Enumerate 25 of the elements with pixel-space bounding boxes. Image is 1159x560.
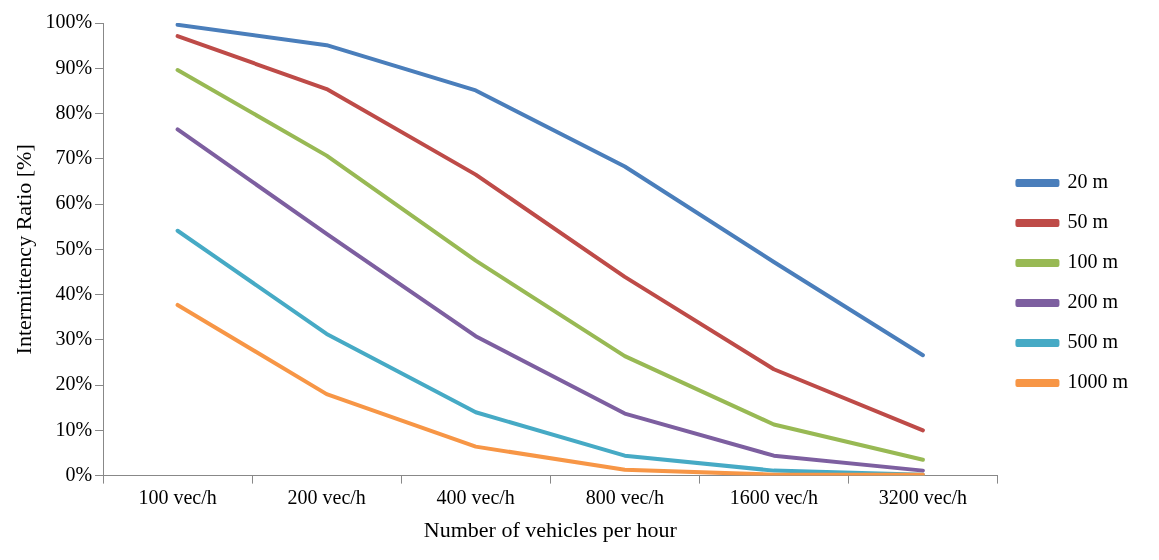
- y-axis-title: Intermittency Ratio [%]: [10, 144, 36, 355]
- x-tick-label: 800 vec/h: [585, 485, 664, 508]
- y-tick-label: 70%: [55, 146, 93, 169]
- x-tick-label: 100 vec/h: [138, 485, 217, 508]
- y-tick-label: 100%: [45, 10, 93, 33]
- y-tick-label: 80%: [55, 100, 93, 123]
- legend-label: 1000 m: [1067, 370, 1129, 393]
- x-tick-label: 200 vec/h: [287, 485, 366, 508]
- y-tick-label: 40%: [55, 281, 93, 304]
- x-tick-label: 1600 vec/h: [729, 485, 818, 508]
- y-tick-label: 90%: [55, 55, 93, 78]
- y-tick-label: 50%: [55, 236, 93, 259]
- y-tick-label: 30%: [55, 327, 93, 350]
- y-tick-label: 20%: [55, 372, 93, 395]
- legend-label: 50 m: [1067, 210, 1109, 233]
- legend-label: 100 m: [1067, 250, 1119, 273]
- y-tick-label: 60%: [55, 191, 93, 214]
- legend-label: 200 m: [1067, 290, 1119, 313]
- y-tick-label: 10%: [55, 417, 93, 440]
- legend-label: 20 m: [1067, 170, 1109, 193]
- x-axis-title: Number of vehicles per hour: [423, 516, 678, 542]
- legend-label: 500 m: [1067, 330, 1119, 353]
- y-tick-label: 0%: [65, 462, 93, 485]
- x-tick-label: 400 vec/h: [436, 485, 515, 508]
- x-tick-label: 3200 vec/h: [878, 485, 968, 508]
